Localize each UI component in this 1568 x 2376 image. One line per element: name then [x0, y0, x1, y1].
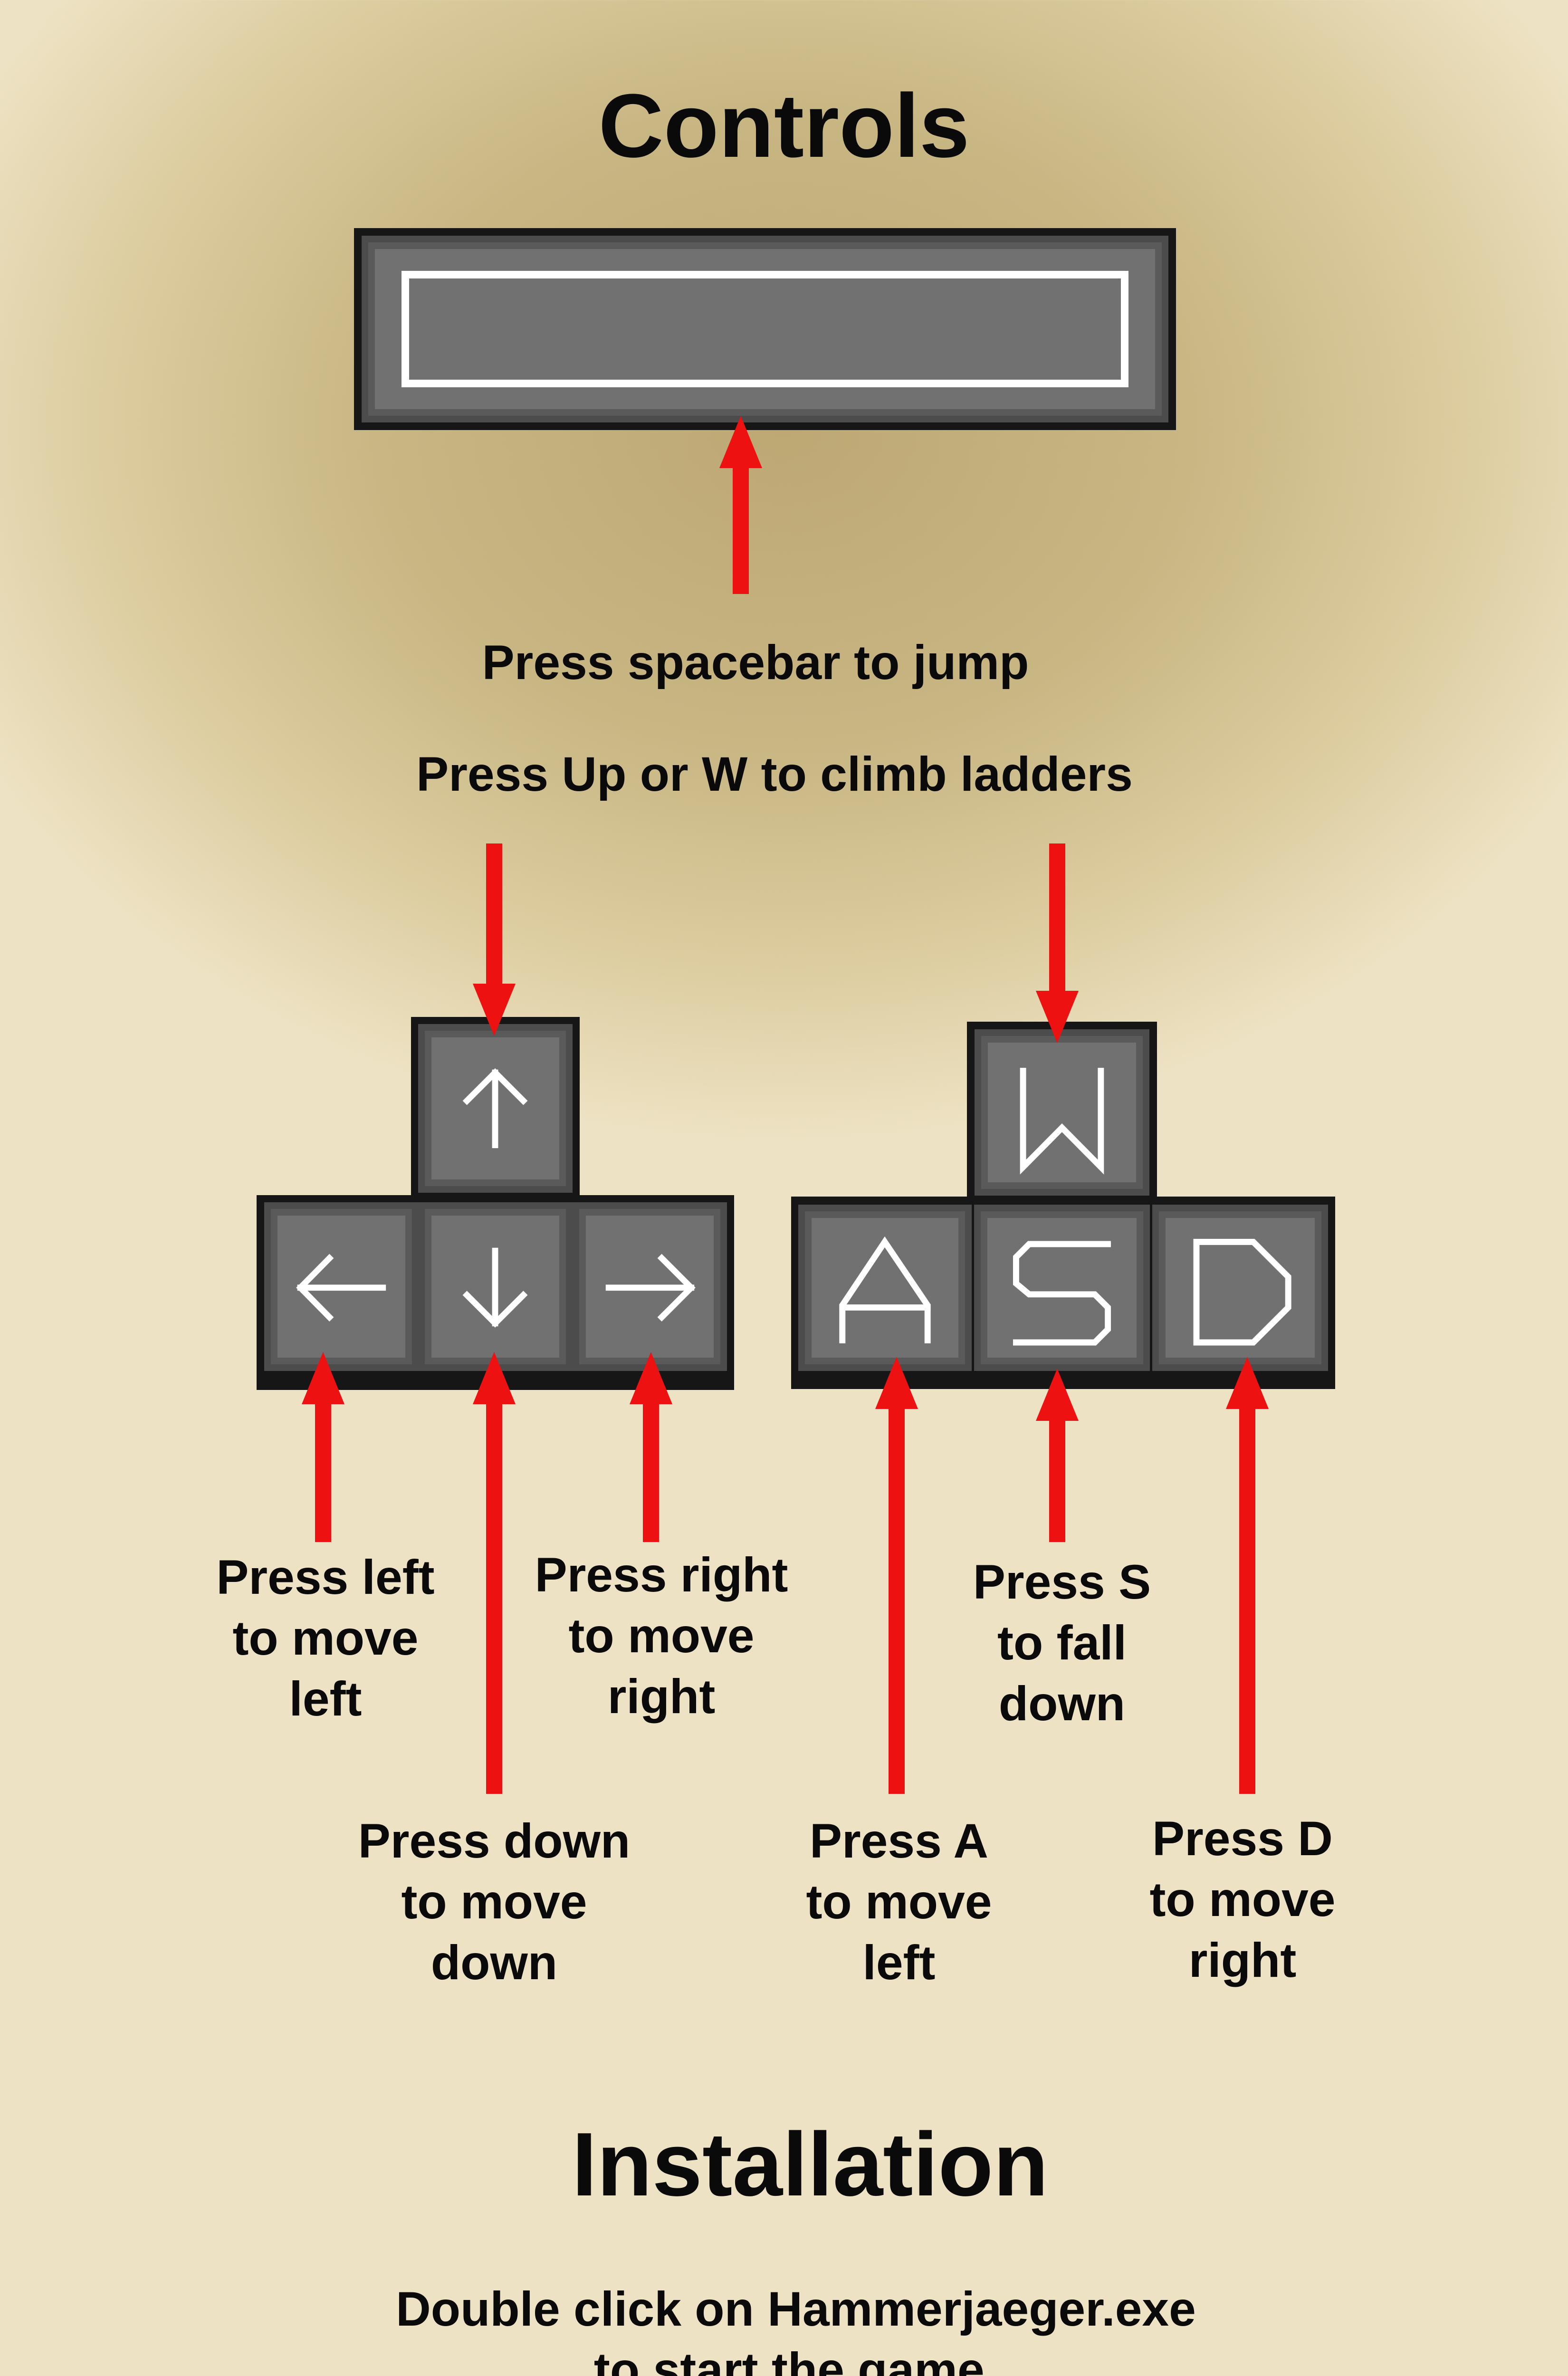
s-key: S	[974, 1205, 1150, 1371]
s-key-arrow	[1036, 1369, 1079, 1542]
a-key: A	[798, 1205, 972, 1371]
spacebar-inner-outline	[402, 271, 1128, 387]
spacebar-instruction: Press spacebar to jump	[482, 635, 1029, 690]
s-key-instruction: Press S to fall down	[973, 1555, 1151, 1731]
right-arrow-key	[573, 1202, 727, 1371]
d-key-instruction: Press D to move right	[1149, 1811, 1336, 1987]
a-key-instruction: Press A to move left	[806, 1814, 992, 1990]
down-key-label: Press down to move down	[358, 1814, 631, 1990]
a-key-arrow	[875, 1357, 918, 1794]
right-key-label: Press right to move right	[535, 1548, 788, 1724]
arrow-left-icon	[296, 1254, 386, 1322]
d-key-arrow	[1226, 1357, 1269, 1794]
installation-heading: Installation	[572, 2114, 1049, 2215]
w-key-arrow	[1036, 843, 1079, 1043]
down-arrow-key	[418, 1202, 573, 1371]
up-arrow-key	[418, 1024, 573, 1193]
arrow-right-icon	[605, 1254, 696, 1322]
right-key-arrow	[630, 1352, 672, 1542]
spacebar-key	[354, 228, 1176, 430]
controls-heading: Controls	[598, 76, 970, 176]
w-key: W	[975, 1029, 1149, 1196]
d-key: D	[1152, 1205, 1328, 1371]
down-key-arrow	[473, 1352, 516, 1794]
left-key-arrow	[302, 1352, 344, 1542]
installation-instructions: Double click on Hammerjaeger.exe to star…	[396, 2282, 1196, 2376]
arrow-down-icon	[462, 1247, 528, 1328]
left-key-label: Press left to move left	[216, 1550, 435, 1726]
climb-instruction: Press Up or W to climb ladders	[416, 747, 1133, 801]
left-arrow-key	[264, 1202, 419, 1371]
up-key-arrow	[473, 843, 516, 1036]
spacebar-arrow	[719, 416, 762, 594]
arrow-up-icon	[462, 1068, 528, 1149]
